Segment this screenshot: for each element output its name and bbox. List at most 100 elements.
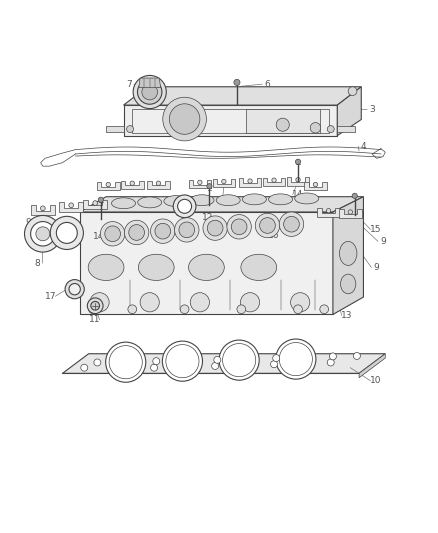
Polygon shape xyxy=(245,109,319,133)
Circle shape xyxy=(162,341,202,381)
Polygon shape xyxy=(286,177,309,185)
Circle shape xyxy=(276,118,289,131)
Circle shape xyxy=(272,354,279,361)
Polygon shape xyxy=(147,181,170,189)
Circle shape xyxy=(156,181,160,185)
Circle shape xyxy=(169,104,199,134)
Circle shape xyxy=(69,284,80,295)
Polygon shape xyxy=(59,203,83,212)
Circle shape xyxy=(130,181,134,185)
Circle shape xyxy=(271,178,276,182)
Text: 4: 4 xyxy=(360,142,365,151)
Text: 8: 8 xyxy=(34,259,40,268)
Circle shape xyxy=(202,216,227,240)
Circle shape xyxy=(213,357,220,364)
Circle shape xyxy=(295,159,300,164)
Circle shape xyxy=(247,179,252,183)
Circle shape xyxy=(179,222,194,238)
Circle shape xyxy=(259,217,275,233)
Polygon shape xyxy=(62,354,385,374)
Circle shape xyxy=(87,298,103,313)
Circle shape xyxy=(133,76,166,109)
Polygon shape xyxy=(123,105,336,135)
Ellipse shape xyxy=(111,198,135,209)
Polygon shape xyxy=(358,354,385,378)
Text: 11: 11 xyxy=(88,315,100,324)
Text: 7: 7 xyxy=(126,79,131,88)
Circle shape xyxy=(56,222,77,244)
Circle shape xyxy=(283,216,299,232)
Circle shape xyxy=(270,361,277,368)
Polygon shape xyxy=(262,177,285,186)
Polygon shape xyxy=(212,179,235,188)
Polygon shape xyxy=(138,78,160,87)
Circle shape xyxy=(81,364,88,371)
Circle shape xyxy=(100,222,124,246)
Ellipse shape xyxy=(188,254,224,280)
Polygon shape xyxy=(317,208,339,216)
Polygon shape xyxy=(80,212,332,314)
Circle shape xyxy=(211,362,218,369)
Polygon shape xyxy=(332,197,363,314)
Circle shape xyxy=(351,193,357,198)
Text: 9: 9 xyxy=(379,237,385,246)
Text: 14: 14 xyxy=(92,232,104,241)
Circle shape xyxy=(325,208,330,213)
Circle shape xyxy=(88,305,97,313)
Circle shape xyxy=(90,293,109,312)
Circle shape xyxy=(197,180,201,184)
Circle shape xyxy=(328,353,336,360)
Ellipse shape xyxy=(138,197,161,208)
Text: 12: 12 xyxy=(201,213,212,222)
Circle shape xyxy=(141,84,157,100)
Circle shape xyxy=(290,293,309,312)
Ellipse shape xyxy=(294,193,318,204)
Circle shape xyxy=(94,359,101,366)
Polygon shape xyxy=(188,180,211,188)
Circle shape xyxy=(295,177,300,182)
Ellipse shape xyxy=(240,254,276,280)
Circle shape xyxy=(219,340,258,380)
Circle shape xyxy=(226,215,251,239)
Text: 6: 6 xyxy=(264,79,270,88)
Polygon shape xyxy=(97,182,119,190)
Text: 16: 16 xyxy=(268,231,279,240)
Circle shape xyxy=(310,123,320,133)
Circle shape xyxy=(177,199,191,213)
Ellipse shape xyxy=(163,196,187,206)
Ellipse shape xyxy=(88,254,124,280)
Circle shape xyxy=(347,87,356,95)
Polygon shape xyxy=(106,126,123,132)
Circle shape xyxy=(190,293,209,312)
Circle shape xyxy=(293,305,302,313)
Ellipse shape xyxy=(190,195,214,206)
Text: 10: 10 xyxy=(369,376,381,385)
Circle shape xyxy=(347,210,352,214)
Circle shape xyxy=(326,126,333,133)
Polygon shape xyxy=(336,126,354,132)
Text: 9: 9 xyxy=(212,219,218,228)
Circle shape xyxy=(150,364,157,371)
Circle shape xyxy=(25,215,61,252)
Circle shape xyxy=(152,358,159,365)
Circle shape xyxy=(174,217,198,242)
Circle shape xyxy=(233,79,240,85)
Text: 9: 9 xyxy=(25,219,31,228)
Circle shape xyxy=(221,179,226,184)
Circle shape xyxy=(137,80,162,104)
Circle shape xyxy=(155,223,170,239)
Circle shape xyxy=(162,97,206,141)
Polygon shape xyxy=(238,179,261,187)
Ellipse shape xyxy=(339,241,356,265)
Text: 13: 13 xyxy=(340,311,352,320)
Polygon shape xyxy=(83,200,107,209)
Circle shape xyxy=(91,301,99,310)
Circle shape xyxy=(124,220,148,245)
Circle shape xyxy=(254,213,279,238)
Text: 3: 3 xyxy=(368,105,374,114)
Circle shape xyxy=(65,280,84,299)
Circle shape xyxy=(207,220,223,236)
Circle shape xyxy=(98,197,103,203)
Text: 15: 15 xyxy=(369,225,381,234)
Circle shape xyxy=(206,183,212,189)
